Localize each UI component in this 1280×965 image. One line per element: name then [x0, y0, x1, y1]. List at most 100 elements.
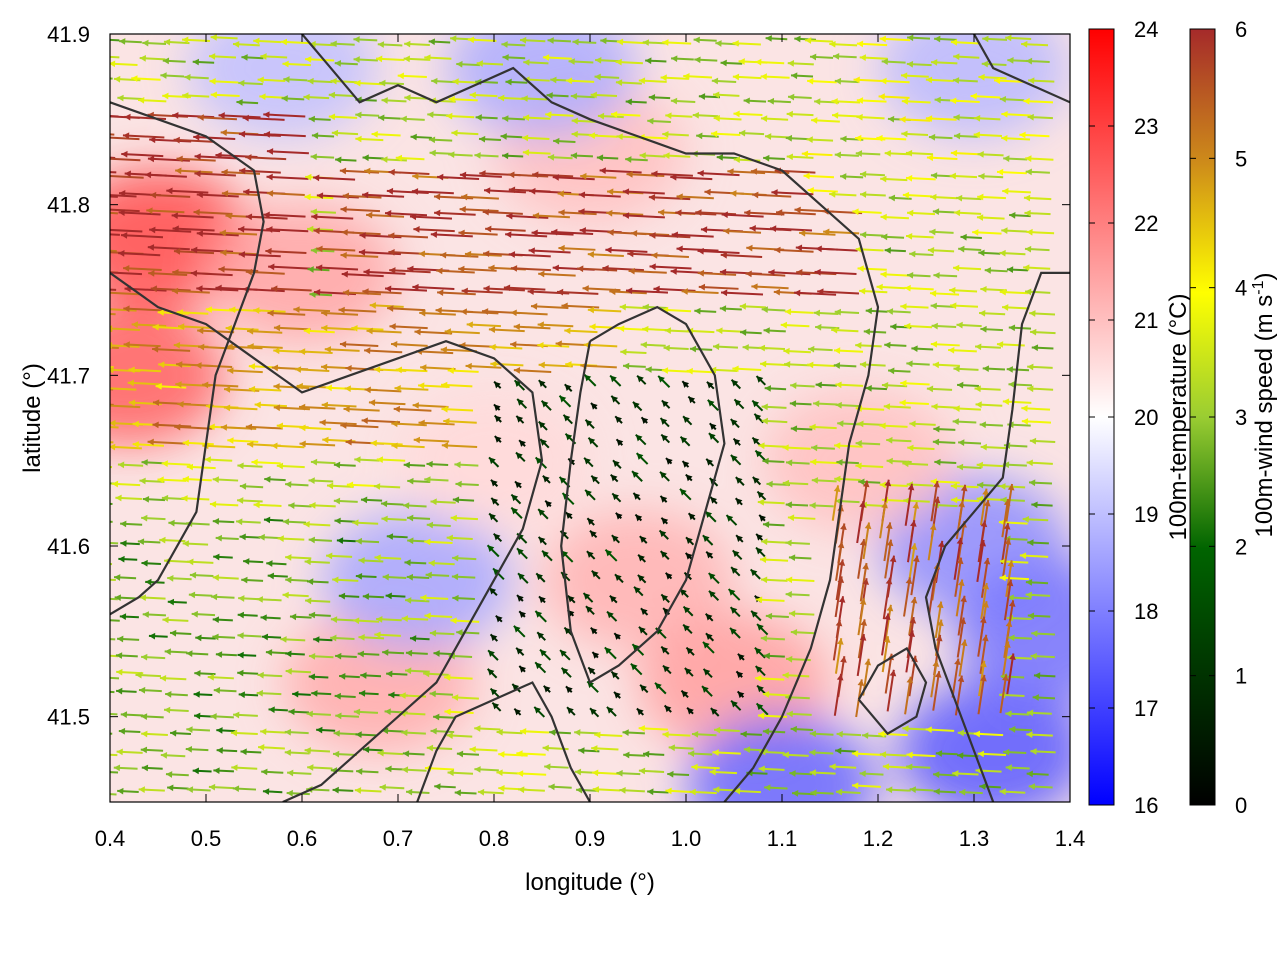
wind-arrowhead	[829, 40, 836, 48]
wind-arrowhead	[1029, 310, 1036, 317]
wind-arrowhead	[950, 482, 958, 490]
wind-arrowhead	[756, 376, 764, 383]
wind-arrowhead	[419, 309, 426, 317]
wind-arrowhead	[118, 727, 126, 735]
wind-arrowhead	[579, 227, 586, 234]
wind-vector	[794, 291, 837, 296]
wind-arrowhead	[1002, 398, 1010, 406]
wind-arrowhead	[444, 708, 451, 716]
wind-vector	[630, 232, 670, 236]
wind-arrowhead	[513, 367, 521, 374]
wind-arrowhead	[758, 765, 765, 773]
x-tick-label: 0.7	[383, 826, 414, 851]
wind-arrowhead	[1021, 405, 1028, 412]
wind-arrowhead	[490, 688, 498, 696]
wind-arrowhead	[256, 689, 263, 697]
wind-arrowhead	[578, 747, 585, 754]
wind-arrowhead	[263, 211, 270, 219]
wind-arrowhead	[335, 156, 342, 164]
wind-arrowhead	[391, 442, 398, 450]
wind-arrowhead	[424, 476, 431, 483]
wind-vector	[881, 613, 890, 656]
wind-arrowhead	[859, 361, 867, 368]
wind-arrowhead	[262, 788, 270, 795]
wind-arrowhead	[767, 97, 775, 105]
wind-vector	[411, 190, 454, 195]
wind-arrowhead	[559, 476, 567, 484]
wind-arrowhead	[405, 667, 412, 675]
wind-arrowhead	[215, 534, 222, 542]
wind-arrowhead	[788, 93, 795, 101]
wind-arrowhead	[746, 244, 753, 252]
wind-arrowhead	[412, 283, 419, 291]
wind-arrowhead	[308, 115, 315, 123]
coast-contour	[416, 681, 591, 802]
wind-arrowhead	[261, 768, 268, 776]
wind-arrowhead	[141, 653, 148, 661]
wind-arrowhead	[340, 422, 347, 429]
wind-arrowhead	[361, 417, 368, 425]
wind-vector	[267, 311, 306, 316]
wind-vector	[110, 291, 140, 296]
wind-arrowhead	[313, 174, 320, 182]
wind-arrowhead	[218, 112, 225, 119]
wind-vector	[245, 156, 287, 161]
wind-arrowhead	[549, 729, 556, 736]
wind-arrowhead	[638, 626, 646, 634]
wind-arrowhead	[676, 193, 683, 201]
wind-arrowhead	[90, 730, 96, 737]
wind-arrowhead	[807, 77, 814, 85]
wind-arrowhead	[175, 167, 182, 175]
wind-vector	[387, 307, 426, 312]
wind-arrowhead	[758, 344, 766, 352]
wind-vector	[173, 138, 215, 143]
wind-arrowhead	[441, 442, 449, 449]
wind-arrowhead	[930, 172, 938, 179]
wind-arrowhead	[495, 615, 503, 623]
wind-vector	[833, 673, 843, 716]
wind-vector	[110, 403, 114, 406]
wind-arrowhead	[142, 611, 150, 618]
wind-arrowhead	[795, 244, 803, 252]
wind-arrowhead	[381, 515, 388, 523]
wind-vector	[528, 249, 571, 254]
wind-vector	[313, 176, 356, 181]
wind-arrowhead	[834, 77, 842, 85]
wind-arrowhead	[391, 420, 398, 428]
wind-arrowhead	[616, 133, 623, 141]
wind-arrowhead	[805, 37, 812, 44]
wind-arrowhead	[209, 500, 217, 508]
wind-arrowhead	[982, 582, 990, 590]
wind-arrowhead	[885, 522, 893, 529]
wind-arrowhead	[358, 248, 366, 256]
wind-arrowhead	[999, 288, 1007, 296]
wind-arrowhead	[152, 421, 159, 429]
coast-contour	[560, 305, 726, 685]
wind-arrowhead	[162, 57, 170, 65]
wind-arrowhead	[858, 478, 865, 486]
wind-arrowhead	[687, 707, 694, 715]
wind-arrowhead	[353, 36, 360, 43]
wind-arrowhead	[332, 750, 340, 758]
wind-vector	[171, 289, 210, 294]
wind-arrowhead	[440, 346, 448, 354]
wind-arrowhead	[1007, 57, 1014, 64]
wind-arrowhead	[785, 539, 792, 547]
wind-vector	[110, 597, 118, 601]
wind-arrowhead	[426, 744, 434, 752]
wind-arrowhead	[121, 232, 128, 239]
wind-arrowhead	[702, 686, 709, 693]
wind-arrowhead	[928, 133, 936, 141]
wind-arrowhead	[321, 324, 328, 332]
wind-arrowhead	[355, 111, 362, 119]
wind-arrowhead	[123, 265, 130, 272]
wind-arrowhead	[976, 214, 984, 221]
wind-arrowhead	[670, 173, 677, 181]
wind-arrowhead	[840, 523, 847, 531]
wind-arrowhead	[785, 134, 793, 142]
wind-arrowhead	[400, 115, 407, 123]
wind-arrowhead	[538, 536, 546, 544]
wind-arrowhead	[330, 77, 337, 85]
wind-arrowhead	[1025, 591, 1032, 599]
wind-arrowhead	[116, 748, 123, 756]
